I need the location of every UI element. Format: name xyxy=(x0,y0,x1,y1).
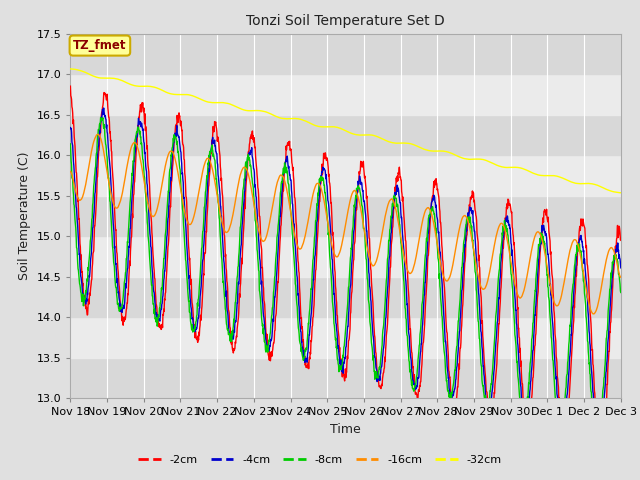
Bar xyxy=(70,155,621,196)
Bar xyxy=(70,34,621,74)
Bar xyxy=(70,115,621,155)
Bar xyxy=(70,358,621,398)
Bar xyxy=(70,317,621,358)
Bar xyxy=(70,277,621,317)
Bar xyxy=(70,74,621,115)
Bar xyxy=(70,236,621,277)
X-axis label: Time: Time xyxy=(330,423,361,436)
Legend: -2cm, -4cm, -8cm, -16cm, -32cm: -2cm, -4cm, -8cm, -16cm, -32cm xyxy=(134,451,506,469)
Text: TZ_fmet: TZ_fmet xyxy=(73,39,127,52)
Y-axis label: Soil Temperature (C): Soil Temperature (C) xyxy=(18,152,31,280)
Bar xyxy=(70,196,621,236)
Title: Tonzi Soil Temperature Set D: Tonzi Soil Temperature Set D xyxy=(246,14,445,28)
